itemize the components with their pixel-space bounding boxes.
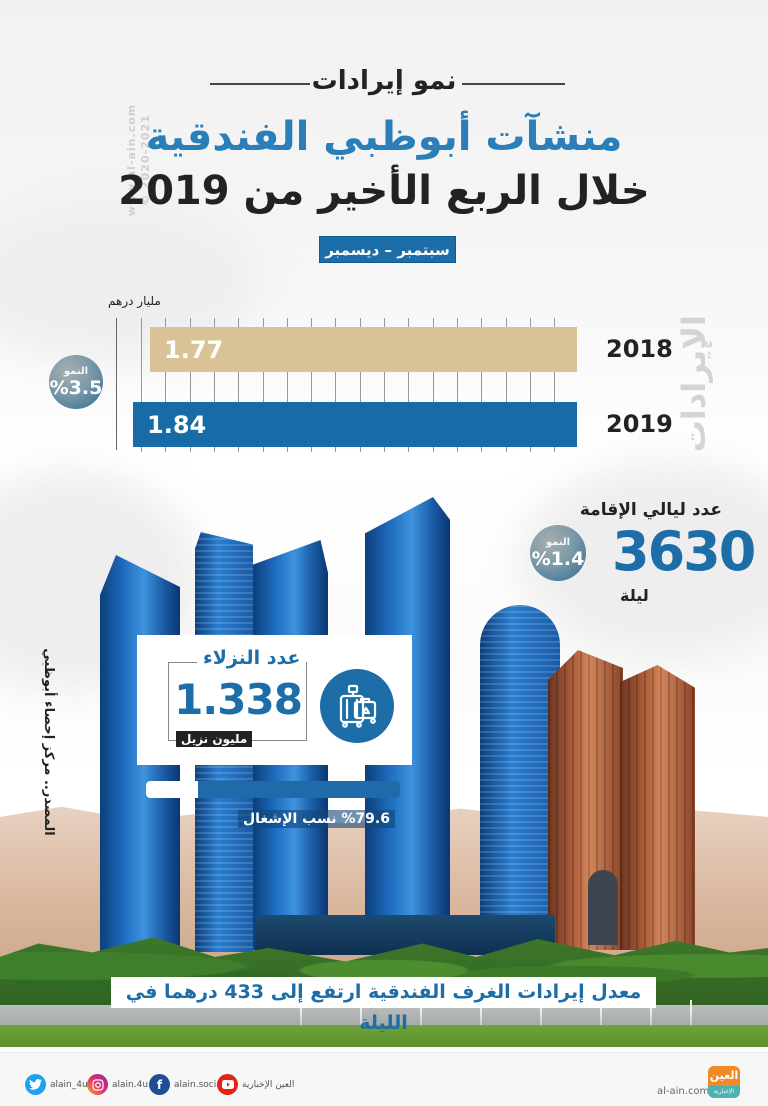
twitter-link[interactable]: alain_4u xyxy=(25,1074,88,1095)
facebook-link[interactable]: f alain.social xyxy=(149,1074,224,1095)
chart-gridline xyxy=(554,318,555,452)
guests-card: عدد النزلاء 1.338 مليون نزيل xyxy=(137,635,412,765)
occupancy-progress-bar xyxy=(146,781,400,798)
chart-gridline xyxy=(506,318,507,452)
chart-gridline xyxy=(360,318,361,452)
chart-unit-label: مليار درهم xyxy=(108,294,161,308)
chart-gridline xyxy=(335,318,336,452)
fountain-jet xyxy=(540,1000,542,1032)
logo-top-text: العين xyxy=(708,1066,740,1086)
alain-logo: العين الإخبارية xyxy=(708,1066,740,1098)
instagram-handle: alain.4u xyxy=(112,1079,149,1090)
main-title: منشآت أبوظبي الفندقية xyxy=(145,114,624,160)
subtitle: خلال الربع الأخير من 2019 xyxy=(118,168,650,214)
nights-unit: ليلة xyxy=(620,586,649,605)
fountain-jet xyxy=(420,1000,422,1032)
kicker-rule-right xyxy=(462,83,565,85)
kicker-title: نمو إيرادات xyxy=(311,66,457,96)
bar-2018: 1.77 xyxy=(150,327,577,372)
chart-gridline xyxy=(481,318,482,452)
instagram-icon xyxy=(87,1074,108,1095)
bar-value: 1.77 xyxy=(164,335,224,364)
youtube-handle: العين الإخبارية xyxy=(242,1079,295,1090)
chart-gridline xyxy=(141,318,142,452)
fountain-jet xyxy=(300,1000,302,1032)
facebook-icon: f xyxy=(149,1074,170,1095)
chart-gridline xyxy=(287,318,288,452)
lawn xyxy=(0,1025,768,1047)
occupancy-remaining xyxy=(146,781,198,798)
room-rate-banner: معدل إيرادات الغرف الفندقية ارتفع إلى 43… xyxy=(111,977,656,1034)
bar-2019: 1.84 xyxy=(133,402,577,447)
chart-gridline xyxy=(408,318,409,452)
chart-gridline xyxy=(457,318,458,452)
year-label-2019: 2019 xyxy=(606,410,673,438)
fountain-jet xyxy=(650,1000,652,1032)
chart-gridline xyxy=(530,318,531,452)
nights-value: 3630 xyxy=(612,520,756,583)
footer xyxy=(0,1052,768,1106)
facebook-handle: alain.social xyxy=(174,1079,225,1090)
site-link[interactable]: al-ain.com xyxy=(657,1086,710,1097)
revenue-growth-badge: النمو %3.5 xyxy=(49,355,103,409)
growth-value: %3.5 xyxy=(49,376,103,399)
youtube-icon xyxy=(217,1074,238,1095)
growth-label: النمو xyxy=(63,365,89,377)
twitter-icon xyxy=(25,1074,46,1095)
chart-gridline xyxy=(214,318,215,452)
year-label-2018: 2018 xyxy=(606,335,673,363)
arch-entrance xyxy=(588,870,618,945)
source-credit: المصدر.. مركز إحصاء أبوظبي xyxy=(41,648,56,836)
chart-gridline xyxy=(263,318,264,452)
youtube-link[interactable]: العين الإخبارية xyxy=(217,1074,294,1095)
chart-gridline xyxy=(238,318,239,452)
growth-value: %1.4 xyxy=(531,547,585,570)
revenue-section-label: الإيرادات xyxy=(675,315,713,453)
chart-gridline xyxy=(165,318,166,452)
chart-gridline xyxy=(384,318,385,452)
nights-growth-badge: النمو %1.4 xyxy=(530,525,586,581)
chart-gridline xyxy=(190,318,191,452)
kicker-rule-left xyxy=(210,83,310,85)
tower-5 xyxy=(480,605,560,950)
watermark: www.al-ain.com © 2020-2021 xyxy=(125,103,152,217)
luggage-icon xyxy=(320,669,394,743)
chart-gridline xyxy=(311,318,312,452)
growth-label: النمو xyxy=(545,536,571,548)
occupancy-label: %79.6 نسب الإشغال xyxy=(238,810,395,828)
logo-bottom-text: الإخبارية xyxy=(708,1086,740,1098)
bar-value: 1.84 xyxy=(147,410,207,439)
guests-unit: مليون نزيل xyxy=(176,731,253,747)
twitter-handle: alain_4u xyxy=(50,1079,88,1090)
guests-title: عدد النزلاء xyxy=(197,647,307,669)
nights-title: عدد ليالي الإقامة xyxy=(579,500,722,520)
chart-gridline xyxy=(433,318,434,452)
period-badge: سبتمبر – ديسمبر xyxy=(319,236,456,263)
fountain-jet xyxy=(600,1000,602,1032)
fountain-jet xyxy=(480,1000,482,1032)
fountain-jet xyxy=(690,1000,692,1032)
instagram-link[interactable]: alain.4u xyxy=(87,1074,148,1095)
guests-value: 1.338 xyxy=(174,675,303,724)
chart-axis xyxy=(116,318,117,450)
tower-7 xyxy=(620,665,695,950)
fountain-jet xyxy=(360,1000,362,1032)
